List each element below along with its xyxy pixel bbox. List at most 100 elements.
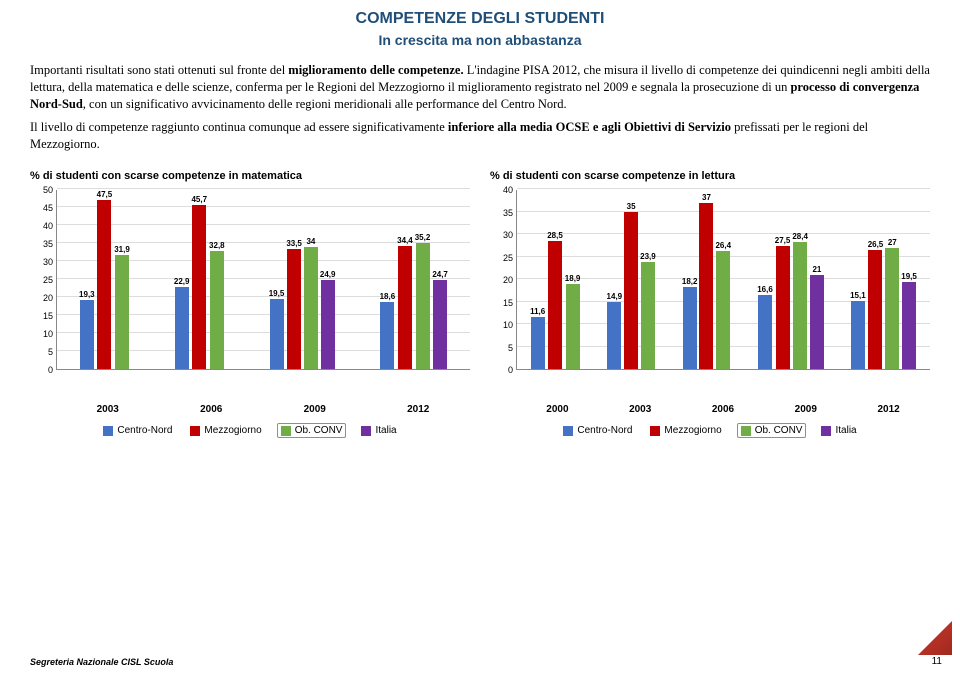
bar-value-label: 19,5 [269, 289, 285, 298]
bar-value-label: 28,5 [547, 231, 563, 240]
text-bold: miglioramento delle competenze. [288, 63, 463, 77]
paragraph-2: Il livello di competenze raggiunto conti… [30, 119, 930, 153]
bar [210, 251, 224, 369]
bar-group: 22,9 45,7 32,8 [174, 190, 225, 369]
legend-swatch [821, 426, 831, 436]
y-tick: 0 [508, 365, 513, 375]
bar-wrap: 21 [810, 190, 824, 369]
chart-area: 051015202530354011,628,518,914,93523,918… [490, 190, 930, 400]
legend-label: Ob. CONV [295, 425, 343, 436]
page-title: COMPETENZE DEGLI STUDENTI [30, 10, 930, 28]
bar [192, 205, 206, 370]
y-tick: 45 [43, 203, 53, 213]
bar-wrap: 11,6 [530, 190, 545, 369]
y-tick: 20 [503, 275, 513, 285]
bar-group: 11,6 28,5 18,9 [530, 190, 580, 369]
bar-wrap: 37 [699, 190, 713, 369]
legend-item: Ob. CONV [737, 423, 807, 438]
bar [885, 248, 899, 370]
legend-item: Mezzogiorno [187, 423, 264, 438]
bar-value-label: 26,4 [715, 241, 731, 250]
y-tick: 25 [503, 253, 513, 263]
bar-value-label: 22,9 [174, 277, 190, 286]
legend-label: Italia [835, 425, 856, 436]
bar-wrap: 28,4 [792, 190, 808, 369]
bar-value-label: 45,7 [191, 195, 207, 204]
bar [398, 246, 412, 370]
legend-swatch [563, 426, 573, 436]
bar-wrap: 31,9 [114, 190, 130, 369]
legend-item: Italia [818, 423, 859, 438]
legend-item: Centro-Nord [100, 423, 175, 438]
y-axis: 0510152025303540 [490, 190, 516, 370]
legend-label: Italia [375, 425, 396, 436]
bar-value-label: 28,4 [792, 232, 808, 241]
bar [433, 280, 447, 369]
x-label: 2009 [304, 404, 326, 415]
bar [416, 243, 430, 370]
chart-matematica: % di studenti con scarse competenze in m… [30, 170, 470, 438]
y-tick: 35 [43, 239, 53, 249]
bar-value-label: 11,6 [530, 307, 545, 316]
y-tick: 10 [43, 329, 53, 339]
legend-swatch [103, 426, 113, 436]
bar-wrap: 18,9 [565, 190, 581, 369]
y-tick: 35 [503, 208, 513, 218]
y-tick: 20 [43, 293, 53, 303]
x-label: 2012 [877, 404, 899, 415]
bar-wrap: 45,7 [191, 190, 207, 369]
text: , con un significativo avvicinamento del… [83, 97, 567, 111]
bar-value-label: 24,9 [320, 270, 336, 279]
bar-value-label: 18,9 [565, 274, 581, 283]
y-tick: 40 [503, 185, 513, 195]
bar [851, 301, 865, 369]
footer-text: Segreteria Nazionale CISL Scuola [30, 657, 173, 667]
y-tick: 40 [43, 221, 53, 231]
plot-area: 19,347,531,922,945,732,819,533,53424,918… [56, 190, 470, 370]
bar-value-label: 18,2 [682, 277, 698, 286]
plot-area: 11,628,518,914,93523,918,23726,416,627,5… [516, 190, 930, 370]
bar-group: 16,627,528,421 [757, 190, 824, 369]
x-label: 2003 [97, 404, 119, 415]
bar-group: 18,2 37 26,4 [682, 190, 731, 369]
bar-value-label: 37 [702, 193, 711, 202]
bar-value-label: 19,3 [79, 290, 95, 299]
bar-value-label: 32,8 [209, 241, 225, 250]
y-tick: 15 [503, 298, 513, 308]
chart-area: 0510152025303540455019,347,531,922,945,7… [30, 190, 470, 400]
bar-value-label: 14,9 [607, 292, 623, 301]
bar [776, 246, 790, 370]
bar [810, 275, 824, 370]
x-label: 2003 [629, 404, 651, 415]
legend-swatch [190, 426, 200, 436]
bar [115, 255, 129, 370]
bar-wrap: 14,9 [607, 190, 623, 369]
legend-swatch [281, 426, 291, 436]
text: Importanti risultati sono stati ottenuti… [30, 63, 288, 77]
bar-value-label: 31,9 [114, 245, 130, 254]
y-tick: 30 [43, 257, 53, 267]
bar-value-label: 27 [888, 238, 897, 247]
bar-value-label: 23,9 [640, 252, 656, 261]
y-tick: 10 [503, 320, 513, 330]
legend-swatch [361, 426, 371, 436]
chart-legend: Centro-Nord Mezzogiorno Ob. CONV Italia [30, 423, 470, 438]
bar-wrap: 33,5 [286, 190, 302, 369]
bar-wrap: 19,5 [901, 190, 917, 369]
bar-value-label: 34 [306, 237, 315, 246]
bar [607, 302, 621, 369]
chart-title: % di studenti con scarse competenze in l… [490, 170, 930, 182]
y-axis: 05101520253035404550 [30, 190, 56, 370]
bar-wrap: 34 [304, 190, 318, 369]
bar-value-label: 33,5 [286, 239, 302, 248]
x-label: 2009 [795, 404, 817, 415]
bar [270, 299, 284, 369]
bar-wrap: 15,1 [850, 190, 866, 369]
bar-wrap: 28,5 [547, 190, 563, 369]
x-label: 2012 [407, 404, 429, 415]
bar-value-label: 19,5 [901, 272, 917, 281]
bar [531, 317, 545, 369]
bar [80, 300, 94, 369]
legend-item: Italia [358, 423, 399, 438]
bar-value-label: 27,5 [775, 236, 791, 245]
